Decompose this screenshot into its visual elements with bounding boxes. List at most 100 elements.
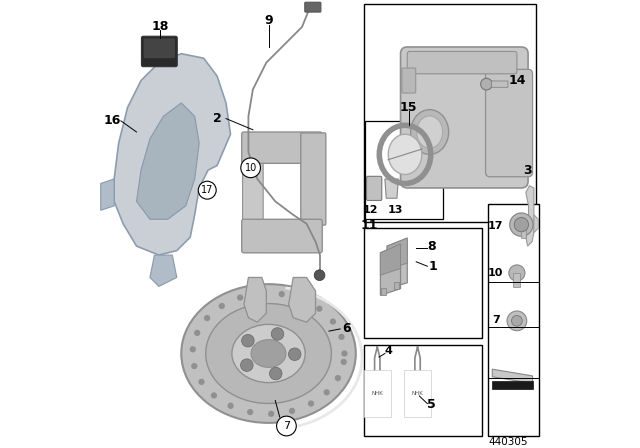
FancyBboxPatch shape — [367, 177, 381, 200]
Text: 11: 11 — [360, 220, 378, 233]
Circle shape — [339, 334, 345, 340]
FancyBboxPatch shape — [402, 144, 416, 169]
Text: 13: 13 — [387, 205, 403, 215]
Circle shape — [219, 303, 225, 309]
Bar — [468, 60, 519, 110]
Circle shape — [194, 330, 200, 336]
Circle shape — [299, 296, 305, 302]
Bar — [522, 225, 526, 238]
Ellipse shape — [411, 110, 449, 155]
Circle shape — [278, 291, 285, 297]
Circle shape — [308, 401, 314, 407]
Polygon shape — [380, 244, 401, 295]
Bar — [364, 4, 536, 221]
FancyBboxPatch shape — [242, 132, 322, 164]
FancyBboxPatch shape — [407, 52, 517, 74]
Bar — [364, 345, 483, 436]
Text: 16: 16 — [103, 114, 120, 127]
Circle shape — [511, 315, 522, 326]
Circle shape — [509, 265, 525, 281]
Circle shape — [198, 181, 216, 199]
Circle shape — [289, 408, 295, 414]
Text: 15: 15 — [400, 101, 417, 114]
FancyBboxPatch shape — [242, 219, 322, 253]
FancyBboxPatch shape — [492, 81, 508, 87]
Polygon shape — [136, 103, 199, 219]
Circle shape — [276, 416, 296, 436]
Circle shape — [324, 389, 330, 396]
Text: 7: 7 — [492, 315, 500, 325]
Circle shape — [269, 367, 282, 380]
Ellipse shape — [205, 304, 332, 404]
Circle shape — [335, 375, 341, 381]
Circle shape — [237, 294, 243, 301]
Circle shape — [204, 315, 211, 321]
Circle shape — [242, 335, 254, 347]
Bar — [492, 381, 532, 389]
Ellipse shape — [232, 324, 305, 383]
Circle shape — [211, 392, 217, 399]
Text: 4: 4 — [384, 346, 392, 356]
Text: NHK: NHK — [412, 391, 424, 396]
FancyBboxPatch shape — [301, 133, 326, 225]
Polygon shape — [526, 186, 534, 246]
Circle shape — [241, 158, 260, 178]
Bar — [365, 121, 443, 219]
Bar — [364, 228, 483, 338]
Circle shape — [241, 359, 253, 371]
Circle shape — [341, 350, 348, 357]
FancyBboxPatch shape — [305, 2, 321, 12]
Circle shape — [330, 319, 336, 325]
Circle shape — [191, 363, 197, 369]
Polygon shape — [534, 215, 538, 233]
FancyBboxPatch shape — [402, 68, 416, 93]
Polygon shape — [114, 54, 230, 255]
Text: 12: 12 — [363, 205, 378, 215]
Text: 440305: 440305 — [488, 437, 528, 447]
Text: 14: 14 — [508, 74, 525, 87]
Text: 17: 17 — [201, 185, 213, 195]
Text: 10: 10 — [244, 163, 257, 173]
Text: 18: 18 — [152, 20, 169, 33]
Text: 9: 9 — [264, 13, 273, 26]
Text: 5: 5 — [428, 398, 436, 411]
Circle shape — [509, 213, 533, 236]
Ellipse shape — [181, 284, 356, 423]
FancyBboxPatch shape — [401, 47, 528, 188]
Polygon shape — [385, 179, 398, 198]
Circle shape — [507, 311, 527, 331]
Text: 7: 7 — [283, 421, 290, 431]
Polygon shape — [244, 277, 266, 322]
Polygon shape — [394, 282, 399, 289]
Polygon shape — [387, 238, 407, 289]
Text: 1: 1 — [428, 260, 437, 273]
Polygon shape — [387, 238, 407, 269]
Circle shape — [198, 379, 205, 385]
Polygon shape — [100, 179, 114, 210]
Polygon shape — [289, 277, 316, 322]
Text: 3: 3 — [523, 164, 531, 177]
Circle shape — [314, 270, 325, 280]
FancyBboxPatch shape — [243, 133, 263, 252]
Ellipse shape — [417, 116, 443, 148]
Bar — [513, 273, 520, 287]
Bar — [364, 370, 390, 417]
Circle shape — [227, 403, 234, 409]
FancyBboxPatch shape — [486, 69, 532, 177]
Circle shape — [514, 217, 529, 232]
Ellipse shape — [388, 134, 422, 175]
Circle shape — [316, 306, 323, 312]
Text: 10: 10 — [488, 268, 504, 278]
Text: 2: 2 — [212, 112, 221, 125]
Circle shape — [189, 346, 196, 353]
Bar — [404, 370, 431, 417]
Bar — [488, 203, 540, 436]
Ellipse shape — [251, 340, 286, 367]
FancyBboxPatch shape — [144, 39, 175, 58]
Text: 17: 17 — [488, 220, 504, 231]
Text: 6: 6 — [342, 323, 351, 336]
Polygon shape — [381, 288, 386, 295]
Text: 8: 8 — [428, 240, 436, 253]
Circle shape — [289, 348, 301, 361]
Text: NHK: NHK — [371, 391, 383, 396]
